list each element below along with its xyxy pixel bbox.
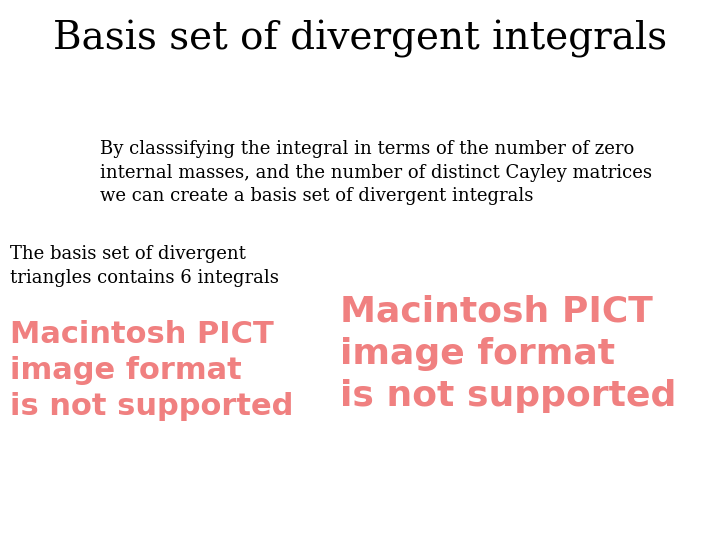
Text: The basis set of divergent
triangles contains 6 integrals: The basis set of divergent triangles con… <box>10 245 279 287</box>
Text: By classsifying the integral in terms of the number of zero
internal masses, and: By classsifying the integral in terms of… <box>100 140 652 205</box>
Text: Basis set of divergent integrals: Basis set of divergent integrals <box>53 20 667 58</box>
Text: Macintosh PICT
image format
is not supported: Macintosh PICT image format is not suppo… <box>10 320 293 421</box>
Text: Macintosh PICT
image format
is not supported: Macintosh PICT image format is not suppo… <box>340 295 676 413</box>
